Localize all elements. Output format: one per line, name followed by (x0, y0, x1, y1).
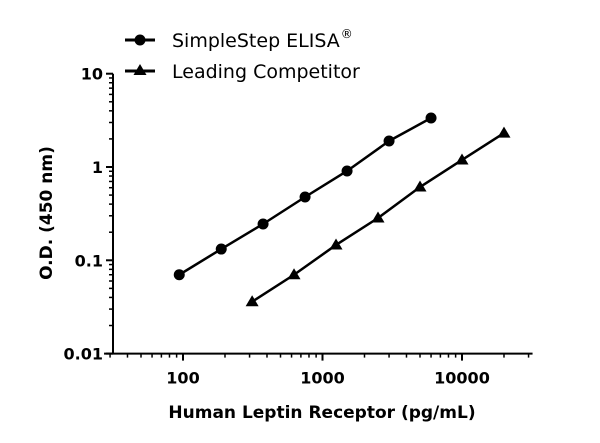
x-axis-title: Human Leptin Receptor (pg/mL) (168, 403, 475, 423)
circle-data-point (425, 112, 437, 124)
x-tick-label: 1000 (300, 369, 345, 388)
triangle-data-point (245, 295, 259, 307)
circle-marker-icon (134, 34, 146, 46)
triangle-data-point (329, 238, 343, 250)
y-tick-label: 1 (92, 158, 103, 177)
triangle-data-point (371, 211, 385, 223)
triangle-data-point (413, 180, 427, 192)
triangle-data-point (287, 268, 301, 280)
series-simplestep (173, 112, 437, 281)
y-tick-label: 10 (81, 65, 103, 84)
legend-label-simplestep: SimpleStep ELISA® (172, 27, 353, 52)
legend: SimpleStep ELISA® Leading Competitor (125, 27, 360, 83)
x-tick-label: 100 (166, 369, 199, 388)
triangle-data-point (455, 153, 469, 165)
circle-data-point (257, 218, 269, 230)
x-tick-label: 10000 (434, 369, 490, 388)
legend-item-simplestep: SimpleStep ELISA® (125, 27, 353, 52)
circle-data-point (173, 269, 185, 281)
legend-item-competitor: Leading Competitor (125, 61, 360, 83)
triangle-marker-icon (133, 64, 147, 75)
y-tick-label: 0.01 (64, 345, 103, 364)
series-competitor (245, 126, 511, 307)
triangle-data-point (497, 126, 511, 138)
circle-data-point (383, 135, 395, 147)
circle-data-point (215, 243, 227, 255)
plot-area (173, 112, 511, 307)
circle-data-point (299, 191, 311, 203)
y-axis-title: O.D. (450 nm) (37, 146, 57, 280)
y-tick-label: 0.1 (75, 251, 103, 270)
axes: 10 1 0.1 0.01 100 1000 10000 (64, 65, 533, 388)
circle-data-point (341, 165, 353, 177)
legend-label-competitor: Leading Competitor (172, 61, 360, 83)
